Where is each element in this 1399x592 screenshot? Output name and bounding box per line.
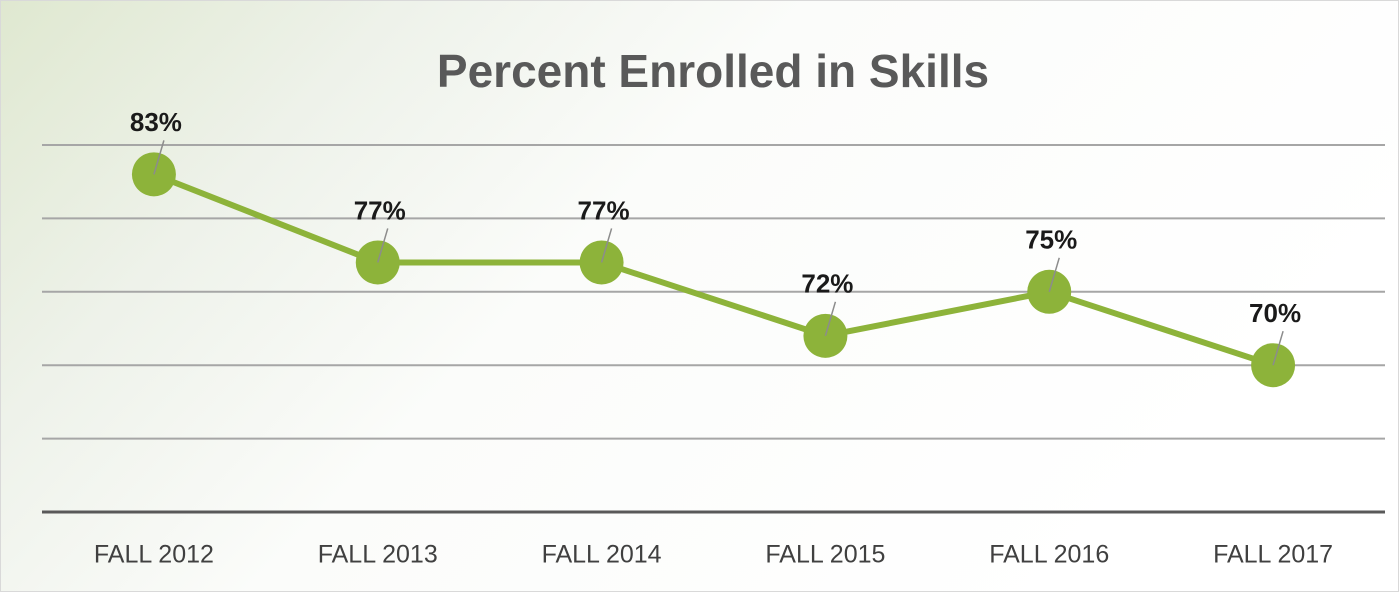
chart-title: Percent Enrolled in Skills bbox=[437, 45, 989, 97]
x-tick-label: FALL 2014 bbox=[542, 541, 662, 569]
data-label: 77% bbox=[354, 195, 406, 225]
series-line bbox=[152, 171, 1275, 369]
leader-line bbox=[1272, 330, 1284, 366]
x-tick-label: FALL 2013 bbox=[318, 541, 438, 569]
x-tick-label: FALL 2017 bbox=[1213, 541, 1333, 569]
leader-line bbox=[153, 140, 165, 175]
data-label: 83% bbox=[130, 107, 182, 137]
data-label: 77% bbox=[578, 195, 630, 225]
x-tick-label: FALL 2016 bbox=[989, 541, 1109, 569]
leader-line bbox=[824, 301, 837, 337]
leader-line bbox=[1048, 257, 1060, 293]
data-label: 75% bbox=[1025, 225, 1077, 255]
leader-line bbox=[377, 228, 389, 263]
leader-line bbox=[600, 228, 613, 263]
data-label: 70% bbox=[1249, 298, 1301, 328]
x-tick-label: FALL 2012 bbox=[94, 541, 214, 569]
x-tick-label: FALL 2015 bbox=[765, 541, 885, 569]
data-label: 72% bbox=[801, 269, 853, 299]
